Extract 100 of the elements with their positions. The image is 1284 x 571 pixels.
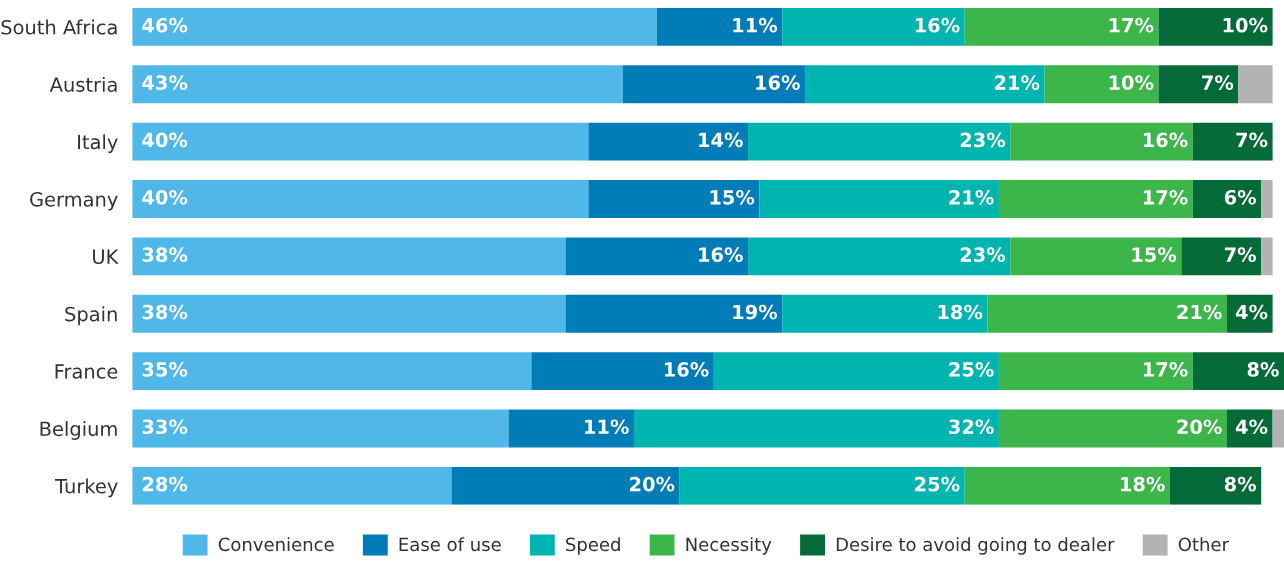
bar [565, 237, 749, 276]
bar [588, 122, 749, 161]
bar [1169, 466, 1262, 505]
bar [132, 65, 623, 104]
y-tick-label: Turkey [55, 478, 118, 498]
legend-label: Desire to avoid going to dealer [836, 537, 1115, 555]
y-tick-label: France [55, 364, 118, 379]
bar [656, 7, 783, 46]
bar [1010, 122, 1193, 161]
data-label: 23% [960, 247, 1006, 263]
data-label: 38% [142, 304, 188, 320]
bar [1192, 180, 1262, 218]
bar [713, 352, 999, 391]
y-tick-label: Belgium [40, 421, 117, 440]
bar [132, 352, 532, 391]
data-label: 17% [1109, 17, 1154, 33]
data-label: 18% [1121, 476, 1165, 492]
y-tick-label: Austria [49, 76, 117, 92]
bar [588, 180, 760, 218]
legend-label: Necessity [686, 537, 772, 555]
data-label: 46% [142, 17, 188, 33]
legend-label: Ease of use [399, 537, 501, 552]
data-label: 6% [1224, 189, 1257, 205]
data-label: 25% [915, 476, 960, 492]
bar [508, 409, 634, 448]
bar [1226, 294, 1273, 333]
data-label: 17% [1143, 362, 1188, 377]
bar [1181, 237, 1262, 276]
data-label: 21% [994, 75, 1040, 90]
bar [132, 180, 589, 218]
bar [998, 409, 1227, 448]
data-label: 20% [1177, 419, 1222, 435]
data-label: 19% [733, 304, 778, 320]
bar [1044, 65, 1159, 104]
bar [782, 7, 965, 46]
data-label: 8% [1247, 362, 1279, 377]
data-label: 33% [142, 419, 188, 435]
bar [531, 352, 714, 391]
bar [132, 409, 509, 448]
data-label: 40% [142, 132, 188, 148]
bar [1192, 352, 1284, 391]
bar [622, 65, 806, 104]
data-label: 15% [710, 189, 755, 205]
bar [1261, 237, 1273, 276]
bar [748, 237, 1011, 276]
bar [1158, 65, 1239, 104]
legend-label: Convenience [218, 537, 334, 552]
bar [132, 294, 566, 333]
data-label: 32% [949, 419, 994, 435]
bar [998, 180, 1193, 218]
data-label: 4% [1235, 419, 1268, 435]
data-label: 23% [960, 132, 1006, 148]
data-label: 38% [142, 247, 188, 263]
legend-label: Other [1178, 537, 1229, 552]
bar [964, 466, 1170, 505]
bar [132, 122, 589, 161]
bar [987, 294, 1227, 333]
bar [998, 352, 1193, 391]
bar [782, 294, 988, 333]
bar [1010, 237, 1182, 276]
y-tick-label: UK [93, 249, 119, 265]
data-label: 15% [1132, 247, 1177, 263]
data-label: 14% [699, 132, 743, 148]
data-label: 16% [756, 75, 800, 90]
bar [1272, 409, 1284, 448]
data-label: 11% [733, 17, 778, 33]
bar [964, 7, 1159, 46]
data-label: 43% [142, 75, 188, 90]
legend-label: Speed [566, 537, 620, 555]
data-label: 18% [938, 304, 983, 320]
bar [679, 466, 965, 505]
bar [132, 466, 452, 505]
bar [634, 409, 999, 448]
bar [451, 466, 680, 505]
bar [805, 65, 1045, 104]
bar [1261, 180, 1273, 218]
data-label: 35% [142, 362, 188, 377]
bar [1238, 65, 1273, 104]
data-label: 7% [1202, 75, 1234, 90]
data-label: 16% [1143, 132, 1188, 148]
data-label: 21% [949, 189, 994, 205]
data-label: 7% [1224, 247, 1257, 263]
data-label: 16% [699, 247, 743, 263]
data-label: 28% [142, 476, 188, 492]
data-label: 4% [1235, 304, 1268, 320]
y-tick-label: Germany [30, 191, 118, 211]
bar [132, 237, 566, 276]
data-label: 16% [915, 17, 960, 33]
bar [132, 7, 657, 46]
data-label: 11% [585, 419, 629, 435]
data-label: 7% [1236, 132, 1268, 148]
bar [748, 122, 1011, 161]
data-label: 20% [630, 476, 675, 492]
data-label: 10% [1223, 17, 1268, 33]
data-label: 8% [1224, 476, 1257, 492]
bar [1192, 122, 1273, 161]
bar [759, 180, 999, 218]
data-label: 21% [1177, 304, 1222, 320]
y-tick-label: South Africa [1, 19, 117, 35]
data-label: 17% [1143, 189, 1188, 205]
